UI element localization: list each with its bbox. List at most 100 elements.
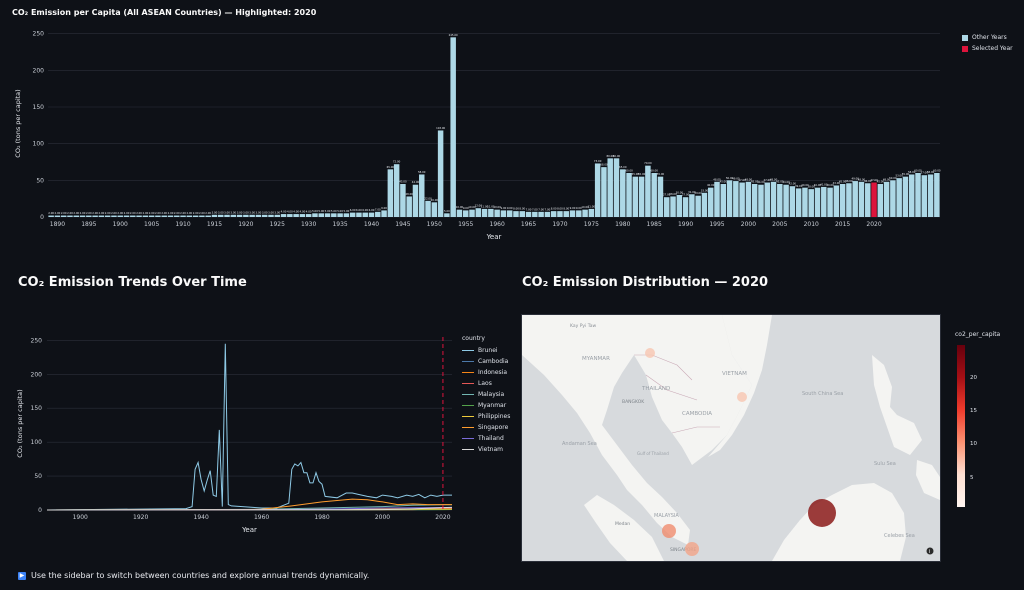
bar-value-label: 6.00 (356, 208, 362, 212)
map-label-thailand: THAILAND (641, 386, 670, 392)
legend-label: Laos (478, 380, 492, 387)
bar (444, 213, 450, 217)
bar-value-label: 4.00 (287, 210, 293, 214)
bar-value-label: 22.00 (424, 196, 432, 200)
legend-item-singapore[interactable]: Singapore (462, 424, 510, 431)
legend-label: Vietnam (478, 446, 504, 453)
y-tick-label: 0 (40, 214, 44, 221)
bar-value-label: 8.00 (557, 207, 563, 211)
x-tick-label: 1940 (194, 514, 209, 521)
bar (73, 215, 80, 217)
bar (356, 212, 362, 217)
bar (601, 167, 607, 217)
bar (846, 183, 852, 217)
legend-item-indonesia[interactable]: Indonesia (462, 369, 510, 376)
y-tick-label: 200 (31, 371, 43, 378)
bubble-singapore[interactable] (685, 542, 699, 556)
legend-item-cambodia[interactable]: Cambodia (462, 358, 510, 365)
bar-value-label: 2.00 (105, 211, 111, 215)
bar-value-label: 45.00 (776, 180, 784, 184)
bar (664, 197, 670, 217)
bar (607, 158, 613, 217)
bar (689, 194, 695, 217)
bar-value-label: 46.00 (864, 179, 872, 183)
legend-item-malaysia[interactable]: Malaysia (462, 391, 510, 398)
map-canvas[interactable]: Kay Pyi Taw MYANMAR THAILAND BANGKOK VIE… (522, 315, 940, 561)
colorbar-tick: 20 (970, 375, 977, 381)
bar (92, 215, 98, 217)
bar (588, 208, 595, 217)
bar (613, 158, 620, 217)
colorbar-title: co2_per_capita (955, 331, 1001, 338)
x-tick-label: 2015 (835, 221, 850, 228)
legend-item-myanmar[interactable]: Myanmar (462, 402, 510, 409)
bar-value-label: 10.00 (581, 205, 589, 209)
bubble-vietnam[interactable] (737, 392, 747, 402)
bar (123, 215, 130, 217)
bar (349, 212, 356, 217)
bar (343, 213, 350, 217)
bar-value-label: 5.00 (331, 209, 337, 213)
bar-value-label: 65.00 (387, 165, 395, 169)
bubble-laos[interactable] (645, 348, 655, 358)
x-tick-label: 1910 (175, 221, 190, 228)
map-label-medan: Medan (615, 521, 630, 527)
legend-item-selected-year[interactable]: Selected Year (962, 45, 1013, 52)
legend-item-brunei[interactable]: Brunei (462, 347, 510, 354)
bar (638, 176, 645, 217)
legend-item-vietnam[interactable]: Vietnam (462, 446, 510, 453)
bar (450, 37, 456, 218)
x-tick-label: 1915 (207, 221, 222, 228)
bar-value-label: 2.00 (199, 211, 205, 215)
bar-value-label: 45.00 (399, 180, 407, 184)
legend-item-laos[interactable]: Laos (462, 380, 510, 387)
bar (701, 192, 708, 217)
bar-value-label: 2.00 (136, 211, 142, 215)
bar (293, 214, 299, 217)
legend-item-other-years[interactable]: Other Years (962, 34, 1013, 41)
x-tick-label: 1945 (395, 221, 410, 228)
bubble-brunei[interactable] (808, 499, 836, 527)
legend-label: Myanmar (478, 402, 507, 409)
bar-value-label: 9.00 (501, 206, 507, 210)
bar-value-label: 2.00 (99, 211, 105, 215)
bar-value-label: 3.00 (237, 210, 243, 214)
sidebar-tip: ▶ Use the sidebar to switch between coun… (18, 571, 369, 580)
bar (777, 184, 783, 217)
bar-value-label: 11.00 (588, 204, 596, 208)
bar-value-label: 7.00 (532, 207, 538, 211)
bar (544, 211, 551, 217)
bar-value-label: 28.00 (405, 192, 413, 196)
legend-item-philippines[interactable]: Philippines (462, 413, 510, 420)
bar (211, 214, 218, 217)
bar (406, 196, 412, 217)
bar (896, 178, 902, 217)
y-tick-label: 150 (31, 405, 43, 412)
bar-value-label: 2.00 (73, 211, 79, 215)
map-panel[interactable]: Kay Pyi Taw MYANMAR THAILAND BANGKOK VIE… (521, 314, 941, 562)
x-tick-label: 1900 (113, 221, 128, 228)
bar (915, 173, 921, 217)
bar-value-label: 3.00 (224, 210, 230, 214)
bubble-malaysia[interactable] (662, 524, 676, 538)
x-tick-label: 1925 (270, 221, 285, 228)
bar (481, 208, 488, 217)
bar-value-label: 42.00 (789, 182, 797, 186)
x-tick-label: 2020 (866, 221, 881, 228)
bar-value-label: 9.00 (381, 206, 387, 210)
bar-selected (871, 182, 877, 217)
bar (86, 215, 92, 217)
bar-value-label: 7.00 (538, 207, 544, 211)
bar-value-label: 2.00 (124, 211, 130, 215)
legend-item-thailand[interactable]: Thailand (462, 435, 510, 442)
bar-value-label: 40.00 (826, 183, 834, 187)
bar-value-label: 5.00 (343, 209, 349, 213)
bar-value-label: 9.00 (463, 206, 469, 210)
bar (676, 195, 683, 217)
bar (167, 215, 174, 217)
bar (538, 211, 544, 217)
bar-value-label: 4.00 (293, 210, 299, 214)
info-icon[interactable] (926, 547, 934, 555)
x-tick-label: 2005 (772, 221, 787, 228)
bar-value-label: 33.00 (701, 188, 709, 192)
